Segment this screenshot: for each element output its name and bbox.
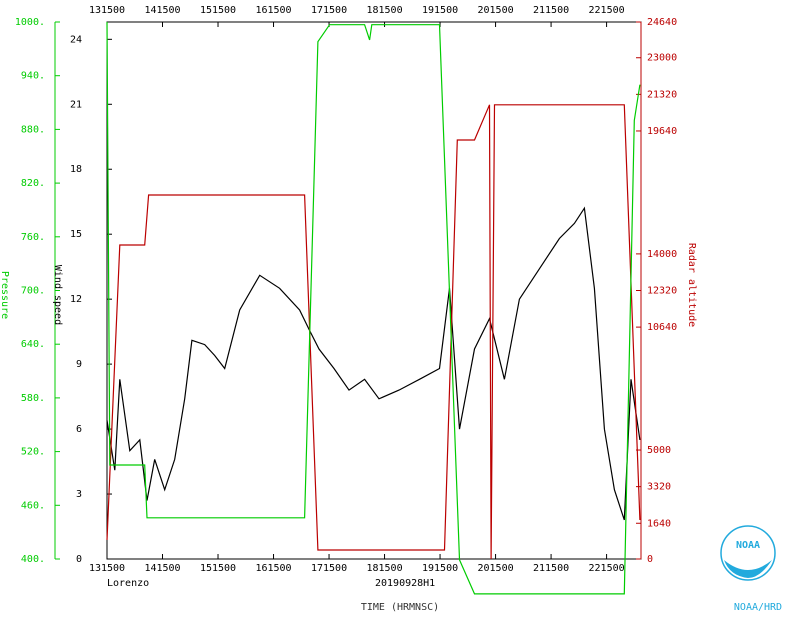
y3-tick-label: 760.: [21, 232, 45, 243]
y-tick-label: 0: [76, 554, 82, 565]
x-tick-label: 151500: [200, 563, 236, 574]
y3-tick-label: 460.: [21, 500, 45, 511]
x-tick-label: 171500: [311, 563, 347, 574]
logo-ring: [720, 525, 776, 581]
y2-tick-label: 3320: [647, 482, 671, 493]
altitude-label: Radar altitude: [686, 243, 697, 327]
y2-tick-label: 5000: [647, 445, 671, 456]
wind-label: Wind speed: [52, 265, 63, 325]
y-tick-label: 24: [70, 34, 82, 45]
flight-id: 20190928H1: [375, 578, 435, 589]
x-tick-label-top: 141500: [144, 5, 180, 16]
y2-tick-label: 14000: [647, 249, 677, 260]
y-tick-label: 21: [70, 99, 82, 110]
y3-tick-label: 640.: [21, 339, 45, 350]
x-tick-label: 191500: [422, 563, 458, 574]
x-tick-label: 141500: [144, 563, 180, 574]
y2-tick-label: 19640: [647, 126, 677, 137]
y2-tick-label: 1640: [647, 518, 671, 529]
logo-text: NOAA: [736, 540, 760, 551]
y2-tick-label: 23000: [647, 53, 677, 64]
y3-tick-label: 580.: [21, 393, 45, 404]
x-tick-label-top: 181500: [366, 5, 402, 16]
x-tick-label-top: 201500: [478, 5, 514, 16]
logo-wave: [724, 560, 772, 578]
plot-frame: [106, 21, 642, 560]
y3-tick-label: 940.: [21, 71, 45, 82]
y-tick-label: 12: [70, 294, 82, 305]
y2-tick-label: 21320: [647, 89, 677, 100]
y2-tick-label: 24640: [647, 17, 677, 28]
y3-tick-label: 820.: [21, 178, 45, 189]
x-tick-label-top: 131500: [89, 5, 125, 16]
y3-tick-label: 520.: [21, 447, 45, 458]
x-tick-label-top: 221500: [589, 5, 625, 16]
x-tick-label: 131500: [89, 563, 125, 574]
x-tick-label: 201500: [478, 563, 514, 574]
y3-tick-label: 1000.: [15, 17, 45, 28]
x-tick-label: 221500: [589, 563, 625, 574]
pressure-label: Pressure: [0, 271, 10, 319]
x-tick-label-top: 211500: [533, 5, 569, 16]
y-tick-label: 18: [70, 164, 82, 175]
x-tick-label-top: 161500: [255, 5, 291, 16]
y-tick-label: 3: [76, 489, 82, 500]
series-line: [106, 206, 641, 521]
y-tick-label: 15: [70, 229, 82, 240]
y-tick-label: 6: [76, 424, 82, 435]
x-tick-label-top: 151500: [200, 5, 236, 16]
x-tick-label: 161500: [255, 563, 291, 574]
x-tick-label-top: 191500: [422, 5, 458, 16]
y2-tick-label: 12320: [647, 286, 677, 297]
noaa-logo: NOAA: [720, 525, 776, 581]
y3-tick-label: 880.: [21, 124, 45, 135]
x-tick-label: 181500: [366, 563, 402, 574]
series-line: [106, 21, 641, 595]
y3-tick-label: 700.: [21, 286, 45, 297]
y2-tick-label: 0: [647, 554, 653, 565]
x-tick-label: 211500: [533, 563, 569, 574]
y-tick-label: 9: [76, 359, 82, 370]
org-name: NOAA/HRD: [734, 602, 782, 613]
series-line: [106, 104, 641, 560]
x-axis-title: TIME (HRMNSC): [361, 602, 439, 613]
x-tick-label-top: 171500: [311, 5, 347, 16]
storm-name: Lorenzo: [107, 578, 149, 589]
y3-tick-label: 400.: [21, 554, 45, 565]
y2-tick-label: 10640: [647, 322, 677, 333]
